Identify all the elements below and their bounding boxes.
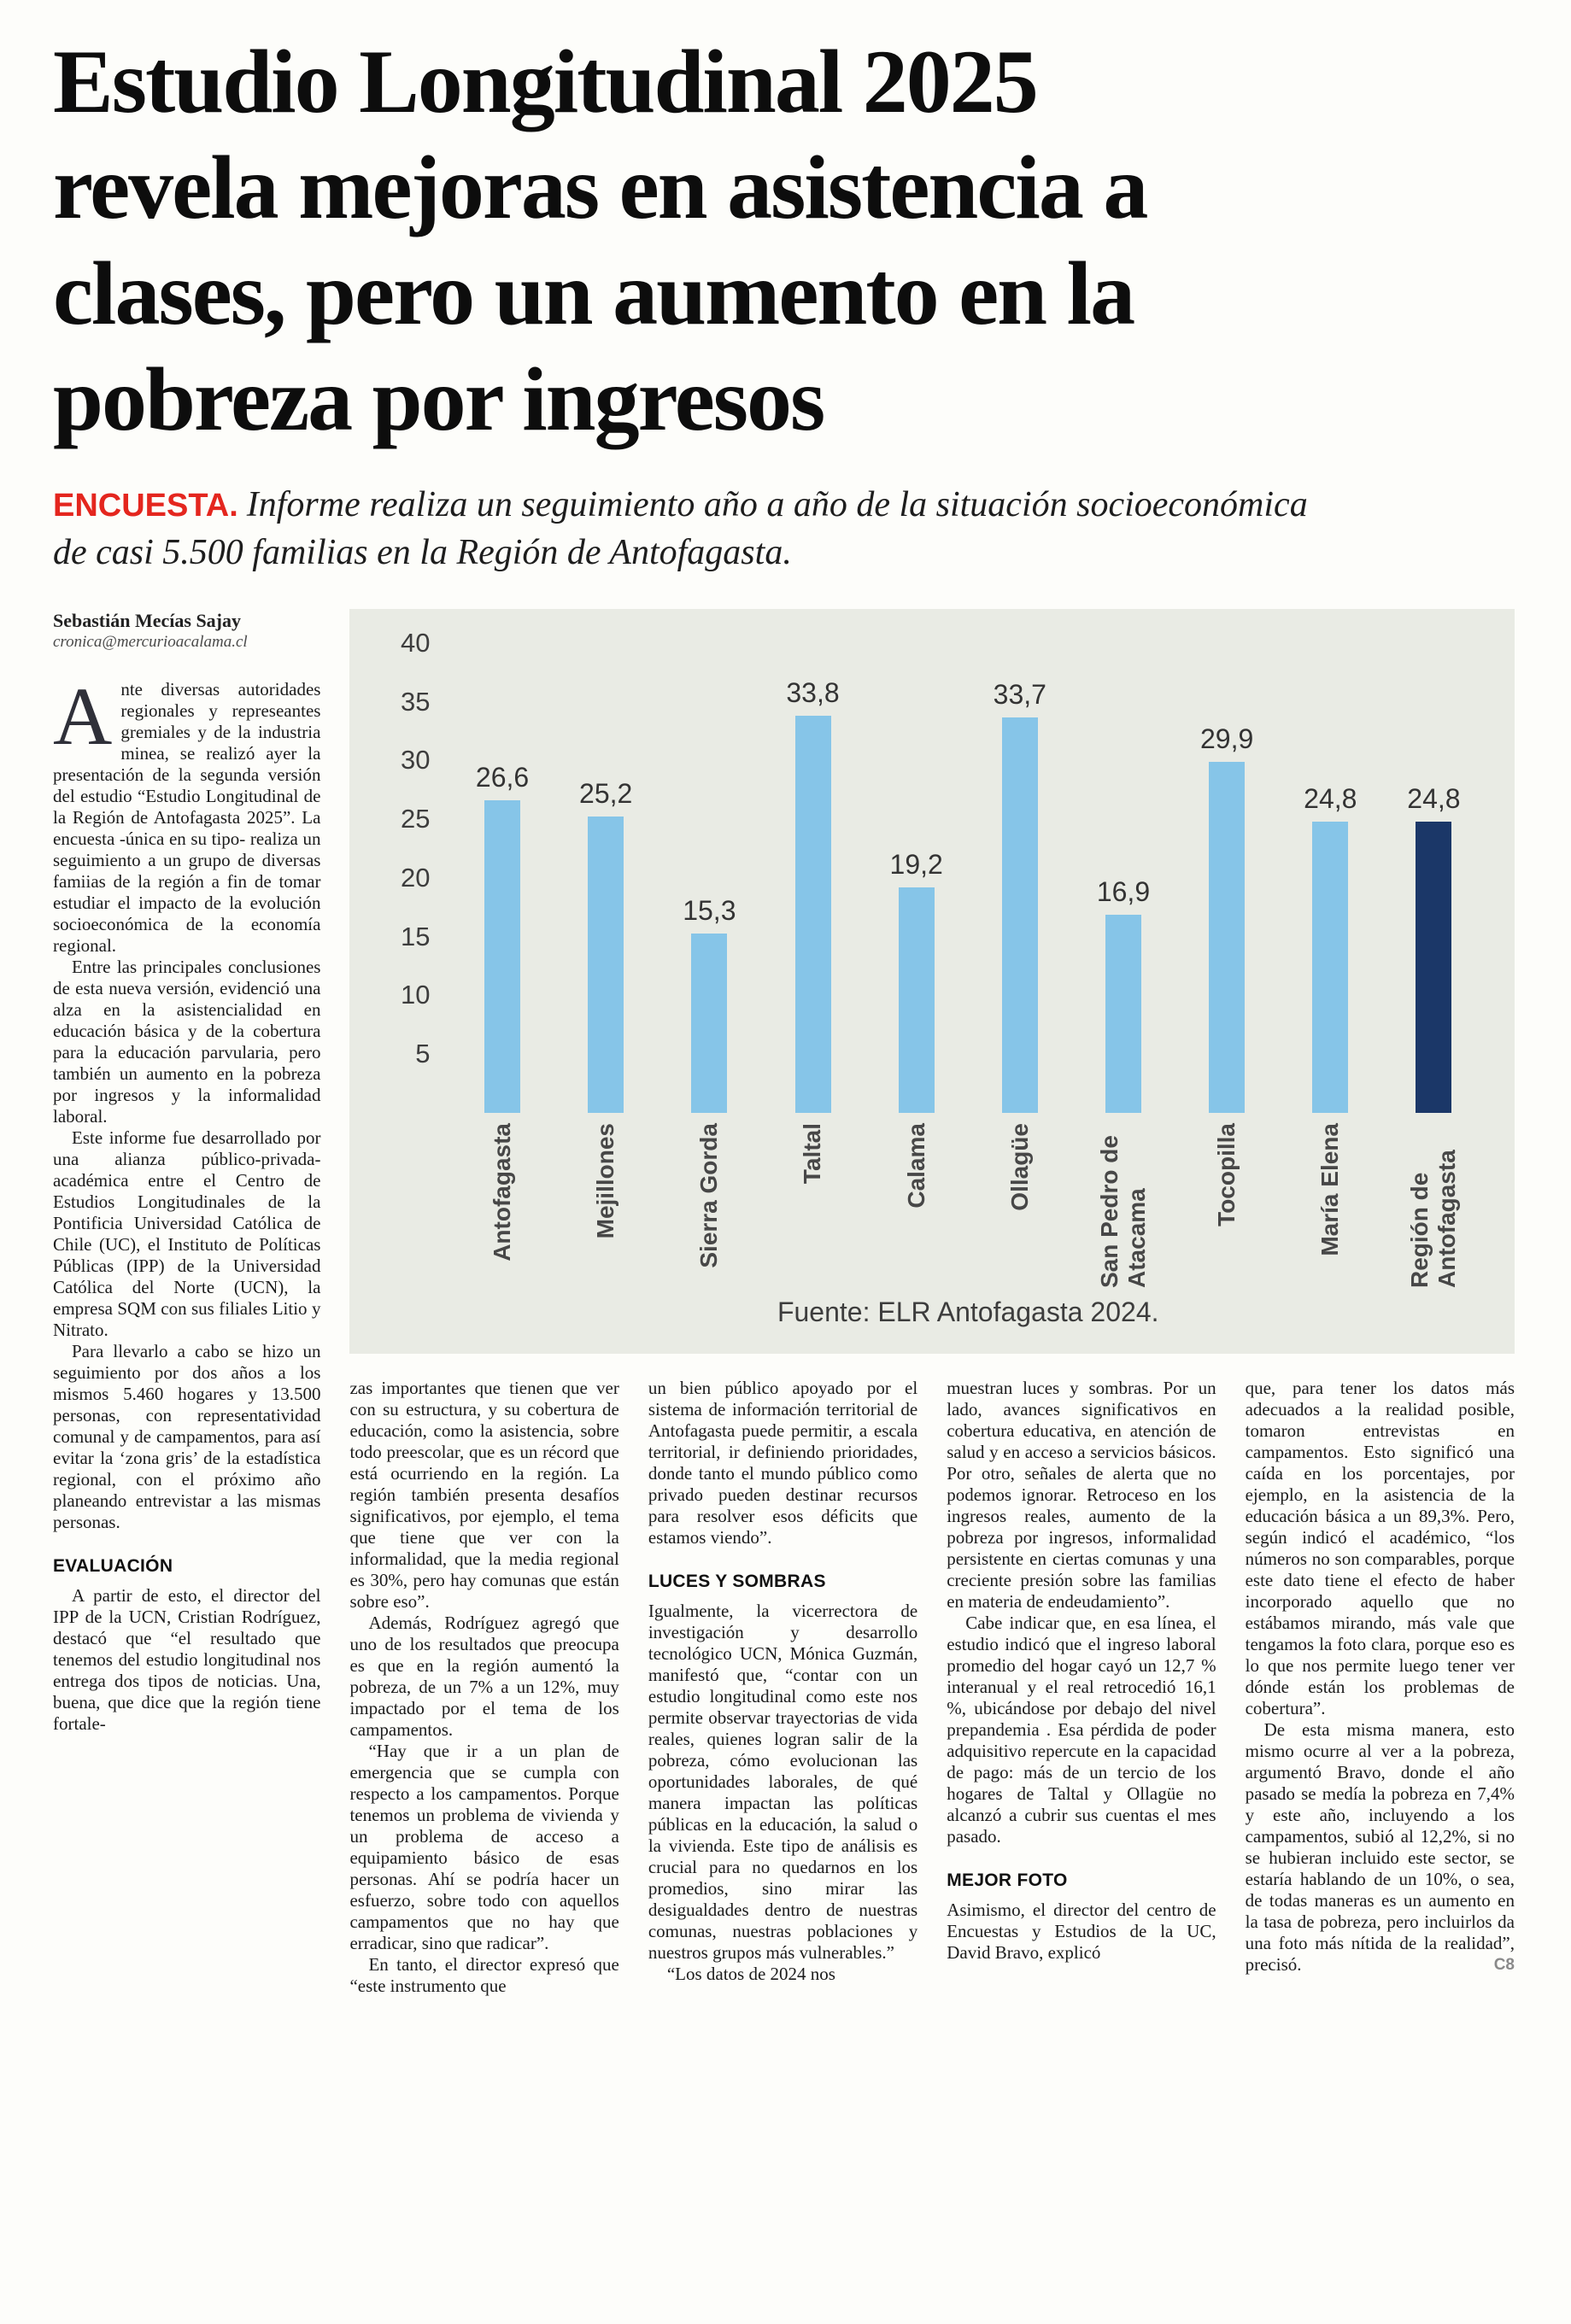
chart-plot-area: 26,6 25,2 15,3 33,8 19,2 33,7 16,9 29,9 24,8 24,8… <box>401 628 1486 1113</box>
bar-column-calama: 19,2 <box>865 643 968 1113</box>
bar <box>691 933 728 1113</box>
article-column-3: un bien público apoyado por el sistema d… <box>648 1378 917 1997</box>
chart-bars: 26,6 25,2 15,3 33,8 19,2 33,7 16,9 29,9 24,8 24,8 <box>450 643 1486 1113</box>
article-paragraph: Asimismo, el director del centro de Encu… <box>947 1899 1216 1963</box>
bar-value-label: 33,8 <box>786 677 840 709</box>
y-axis-tick: 30 <box>400 745 431 776</box>
subhead-text: Informe realiza un seguimiento año a año… <box>53 485 1308 572</box>
bar-value-label: 29,9 <box>1199 723 1254 754</box>
end-of-article-mark: C8 <box>1493 1955 1515 1974</box>
article-paragraph: En tanto, el director expresó que “este … <box>349 1953 619 1996</box>
bar-value-label: 25,2 <box>579 778 633 810</box>
article-paragraph: Igualmente, la vicerrectora de investiga… <box>648 1600 918 1963</box>
byline-email: cronica@mercurioacalama.cl <box>53 633 248 652</box>
bar-column-mar-a-elena: 24,8 <box>1279 643 1382 1113</box>
bar <box>484 800 521 1113</box>
y-axis-tick: 40 <box>400 627 431 658</box>
article-body: Sebastián Mecías Sajay cronica@mercurioa… <box>53 608 1515 1997</box>
article-paragraph: Cabe indicar que, en esa línea, el estud… <box>947 1612 1216 1847</box>
y-axis-tick: 20 <box>400 862 431 893</box>
category-label: María Elena <box>1316 1122 1344 1256</box>
chart-category-labels: Antofagasta Mejillones Sierra Gorda Taltal C… <box>450 1113 1486 1288</box>
bar-column-ollag-e: 33,7 <box>968 643 1071 1113</box>
bar <box>1105 914 1141 1113</box>
category-label: Región de Antofagasta <box>1406 1150 1461 1288</box>
bar <box>1416 821 1452 1113</box>
bar-value-label: 24,8 <box>1407 782 1461 814</box>
kicker-label: ENCUESTA. <box>53 488 238 524</box>
bar <box>1209 761 1246 1113</box>
y-axis-tick: 10 <box>400 980 431 1010</box>
right-region: 26,6 25,2 15,3 33,8 19,2 33,7 16,9 29,9 24,8 24,8… <box>349 608 1515 1997</box>
section-heading: LUCES Y SOMBRAS <box>648 1571 826 1591</box>
byline-author: Sebastián Mecías Sajay <box>53 609 241 631</box>
y-axis-tick: 15 <box>400 921 431 951</box>
bar-column-san-pedro-de-atacama: 16,9 <box>1071 643 1175 1113</box>
article-paragraph: zas importantes que tienen que ver con s… <box>349 1377 619 1612</box>
article-paragraph: Para llevarlo a cabo se hizo un seguimie… <box>53 1341 321 1533</box>
chart-source: Fuente: ELR Antofagasta 2024. <box>777 1296 1159 1327</box>
section-heading: EVALUACIÓN <box>53 1556 173 1577</box>
category-label: Taltal <box>799 1122 826 1184</box>
bar-column-antofagasta: 26,6 <box>450 643 554 1113</box>
bar-value-label: 33,7 <box>993 678 1046 710</box>
article-paragraph: un bien público apoyado por el sistema d… <box>648 1377 918 1548</box>
article-paragraph: Además, Rodríguez agregó que uno de los … <box>349 1612 619 1740</box>
article-paragraph: De esta misma manera, esto mismo ocurre … <box>1245 1718 1515 1975</box>
category-label: Antofagasta <box>488 1122 515 1262</box>
article-paragraph: “Los datos de 2024 nos <box>666 1963 835 1984</box>
category-label: Tocopilla <box>1213 1122 1240 1226</box>
article-paragraph: A partir de esto, el director del IPP de… <box>53 1585 321 1735</box>
bar-value-label: 16,9 <box>1096 875 1151 907</box>
article-paragraph: Entre las principales conclusiones de es… <box>53 957 321 1127</box>
article-paragraph: que, para tener los datos más adecuados … <box>1245 1377 1515 1718</box>
article-column-2: zas importantes que tienen que ver con s… <box>349 1378 618 1997</box>
article-column-4: muestran luces y sombras. Por un lado, a… <box>947 1378 1216 1997</box>
article-text-columns: zas importantes que tienen que ver con s… <box>349 1378 1515 1997</box>
newspaper-page: Estudio Longitudinal 2025 revela mejoras… <box>53 32 1515 1997</box>
bar-value-label: 19,2 <box>889 848 943 880</box>
bar-chart: 26,6 25,2 15,3 33,8 19,2 33,7 16,9 29,9 24,8 24,8… <box>349 608 1515 1354</box>
category-label: Mejillones <box>592 1122 619 1239</box>
bar <box>588 817 624 1113</box>
section-heading: MEJOR FOTO <box>947 1870 1068 1890</box>
category-label: Ollagüe <box>1005 1122 1033 1211</box>
category-label: Calama <box>902 1122 929 1209</box>
byline: Sebastián Mecías Sajay cronica@mercurioa… <box>53 609 320 653</box>
bar-column-sierra-gorda: 15,3 <box>658 643 761 1113</box>
bar-column-mejillones: 25,2 <box>554 643 658 1113</box>
bar-column-tocopilla: 29,9 <box>1175 643 1279 1113</box>
drop-cap: A <box>53 670 113 763</box>
article-column-5: que, para tener los datos más adecuados … <box>1246 1378 1515 1997</box>
bar-column-regi-n-de-antofagasta: 24,8 <box>1382 643 1486 1113</box>
bar-column-taltal: 33,8 <box>761 643 865 1113</box>
headline: Estudio Longitudinal 2025 revela mejoras… <box>53 32 1148 450</box>
y-axis-tick: 5 <box>415 1039 431 1069</box>
bar-value-label: 15,3 <box>683 894 736 926</box>
article-paragraph: muestran luces y sombras. Por un lado, a… <box>947 1377 1216 1612</box>
bar-value-label: 26,6 <box>475 762 530 793</box>
category-label: Sierra Gorda <box>695 1122 723 1268</box>
article-paragraph: Este informe fue desarrollado por una al… <box>53 1127 321 1341</box>
subhead: ENCUESTA. Informe realiza un seguimiento … <box>53 482 1515 577</box>
bar <box>794 716 831 1113</box>
article-column-1: Sebastián Mecías Sajay cronica@mercurioa… <box>53 609 320 1997</box>
y-axis-tick: 25 <box>400 804 431 834</box>
article-paragraph: “Hay que ir a un plan de emergencia que … <box>349 1740 619 1953</box>
category-label: San Pedro de Atacama <box>1095 1135 1150 1288</box>
bar <box>1312 821 1349 1113</box>
bar <box>1001 717 1038 1113</box>
y-axis-tick: 35 <box>400 686 431 717</box>
bar-value-label: 24,8 <box>1304 782 1357 814</box>
bar <box>898 887 935 1113</box>
